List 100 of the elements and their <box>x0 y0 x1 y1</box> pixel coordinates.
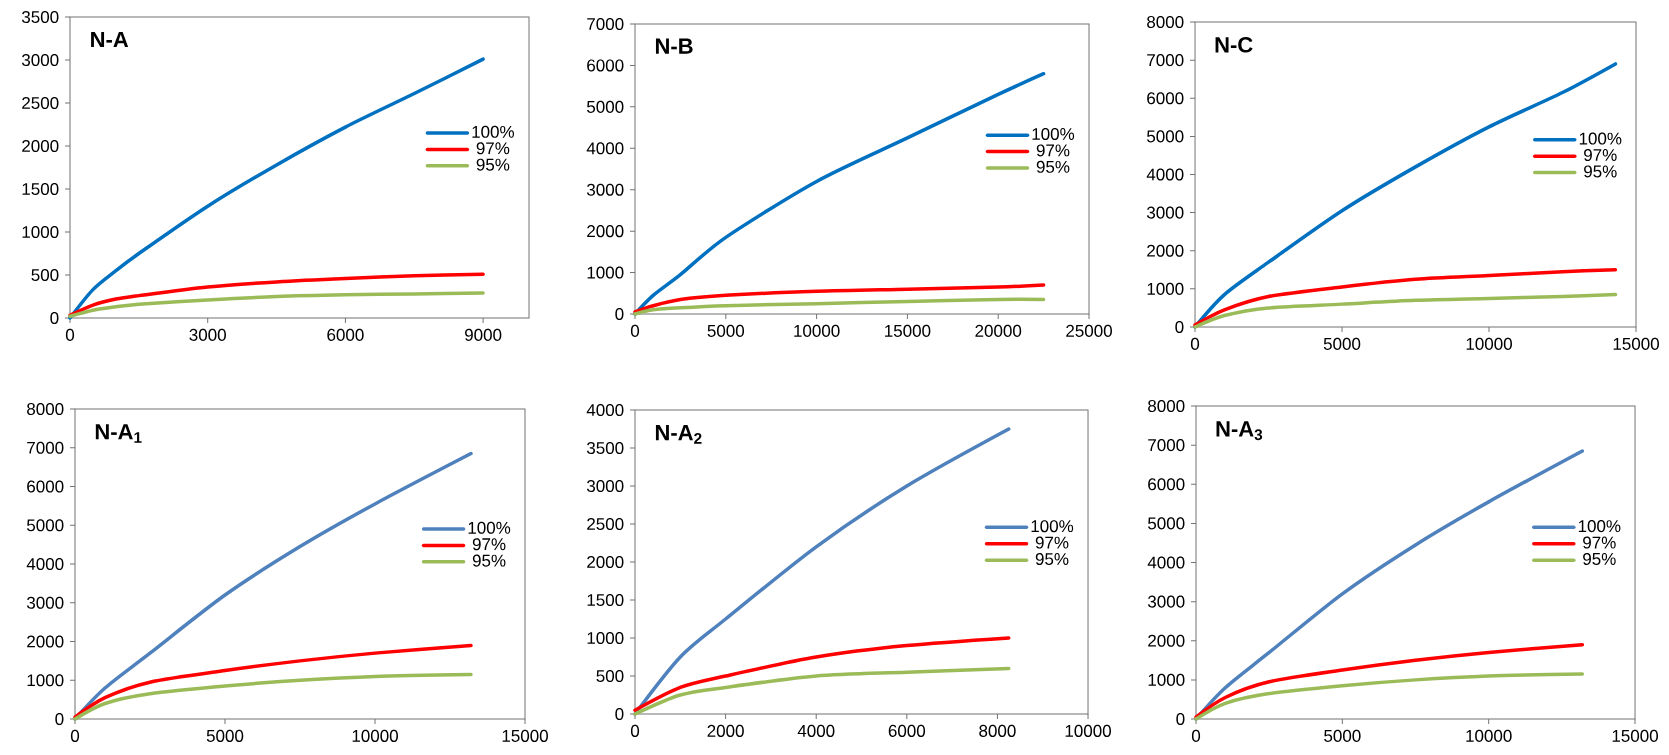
x-tick-label: 0 <box>630 324 640 337</box>
x-tick-label: 20000 <box>975 324 1022 337</box>
y-tick-label: 6000 <box>1147 92 1184 105</box>
y-tick-label: 1000 <box>1147 282 1184 295</box>
y-tick-label: 2000 <box>1148 634 1185 647</box>
y-tick-label: 1000 <box>587 266 624 279</box>
y-tick-label: 4000 <box>1146 168 1184 181</box>
x-tick-label: 0 <box>70 729 80 742</box>
y-tick-label: 500 <box>31 268 59 282</box>
y-tick-label: 1000 <box>22 225 59 239</box>
y-tick-label: 7000 <box>1147 54 1184 67</box>
x-tick-label: 5000 <box>206 729 244 742</box>
legend-label: 97% <box>1036 144 1070 157</box>
y-tick-label: 5000 <box>1148 517 1185 530</box>
x-tick-label: 15000 <box>1612 729 1658 742</box>
line-series <box>68 272 485 318</box>
x-tick-label: 5000 <box>1324 729 1361 742</box>
x-tick-label: 9000 <box>465 328 502 341</box>
y-tick-label: 0 <box>615 307 624 321</box>
line-series <box>73 672 473 721</box>
legend-label: 100% <box>1031 520 1074 533</box>
x-tick-label: 25000 <box>1066 324 1112 337</box>
legend-label: 100% <box>472 125 515 138</box>
y-tick-label: 2000 <box>1147 244 1184 257</box>
x-tick-label: 6000 <box>327 328 364 341</box>
line-series <box>1193 292 1618 329</box>
line-series <box>633 297 1046 316</box>
line-series <box>633 636 1011 712</box>
y-tick-label: 8000 <box>27 402 64 416</box>
y-tick-label: 1000 <box>587 631 624 645</box>
y-tick-label: 4000 <box>586 142 624 155</box>
y-tick-label: 3000 <box>586 183 624 196</box>
y-tick-label: 3000 <box>586 479 624 493</box>
x-tick-label: 0 <box>630 724 640 737</box>
x-tick-label: 8000 <box>979 724 1016 737</box>
text: N-C <box>1215 37 1253 53</box>
y-tick-label: 7000 <box>1148 439 1185 452</box>
legend-label: 95% <box>472 554 506 567</box>
y-tick-label: 7000 <box>587 17 624 31</box>
y-tick-label: 500 <box>596 669 624 683</box>
line-series <box>68 291 485 319</box>
line-series <box>633 666 1011 716</box>
legend-label: 97% <box>472 538 506 551</box>
y-tick-label: 3500 <box>586 441 624 455</box>
legend-label: 97% <box>1035 536 1069 549</box>
x-tick-label: 5000 <box>707 324 745 337</box>
y-tick-label: 2000 <box>587 225 624 238</box>
x-tick-label: 10000 <box>1466 729 1512 742</box>
y-tick-label: 2000 <box>22 139 59 153</box>
y-tick-label: 3000 <box>21 53 59 67</box>
y-tick-label: 0 <box>1176 712 1185 726</box>
y-tick-label: 4000 <box>586 403 624 417</box>
y-tick-label: 3000 <box>1147 595 1185 608</box>
y-tick-label: 6000 <box>27 480 64 493</box>
x-tick-label: 3000 <box>189 328 226 341</box>
legend-label: 100% <box>468 521 511 534</box>
legend-label: 100% <box>1032 127 1075 141</box>
x-tick-label: 15000 <box>502 729 548 742</box>
line-series <box>1194 672 1585 721</box>
x-tick-label: 5000 <box>1323 337 1361 350</box>
y-tick-label: 4000 <box>1147 556 1185 569</box>
x-tick-label: 0 <box>1190 337 1200 350</box>
y-tick-label: 6000 <box>587 59 624 72</box>
legend-label: 97% <box>1584 148 1617 162</box>
line-series <box>1194 642 1585 719</box>
y-tick-label: 0 <box>615 707 624 721</box>
legend-label: 100% <box>1578 520 1621 533</box>
legend-label: 95% <box>1035 552 1069 566</box>
y-tick-label: 7000 <box>27 441 64 454</box>
line-series <box>1193 268 1618 327</box>
x-tick-label: 4000 <box>797 724 835 737</box>
legend-label: 95% <box>476 158 510 171</box>
text: N-A <box>91 31 129 48</box>
legend-label: 97% <box>476 142 510 155</box>
y-tick-label: 3500 <box>21 10 59 24</box>
y-tick-label: 2500 <box>22 96 59 110</box>
x-tick-label: 6000 <box>888 724 926 737</box>
y-tick-label: 4000 <box>26 557 64 571</box>
text: N-A$_{2}$ <box>655 424 702 444</box>
y-tick-label: 2500 <box>587 517 624 531</box>
legend-label: 100% <box>1579 132 1622 145</box>
legend-label: 95% <box>1584 165 1617 178</box>
line-series <box>73 643 473 719</box>
legend-label: 97% <box>1583 536 1616 549</box>
text: N-B <box>655 38 693 54</box>
y-tick-label: 1000 <box>27 674 64 687</box>
x-tick-label: 10000 <box>352 729 398 742</box>
line-series <box>633 283 1046 314</box>
x-tick-label: 15000 <box>1613 337 1659 350</box>
y-tick-label: 8000 <box>1148 399 1185 413</box>
y-tick-label: 5000 <box>26 519 64 532</box>
y-tick-label: 5000 <box>1147 130 1184 143</box>
x-tick-label: 10000 <box>1466 337 1512 350</box>
y-tick-label: 2000 <box>587 555 624 569</box>
y-tick-label: 1500 <box>587 593 624 607</box>
y-tick-label: 2000 <box>27 635 64 648</box>
y-tick-label: 0 <box>50 311 59 325</box>
y-tick-label: 3000 <box>1146 206 1184 219</box>
text: N-A$_{1}$ <box>95 424 142 443</box>
x-tick-label: 10000 <box>794 324 840 337</box>
